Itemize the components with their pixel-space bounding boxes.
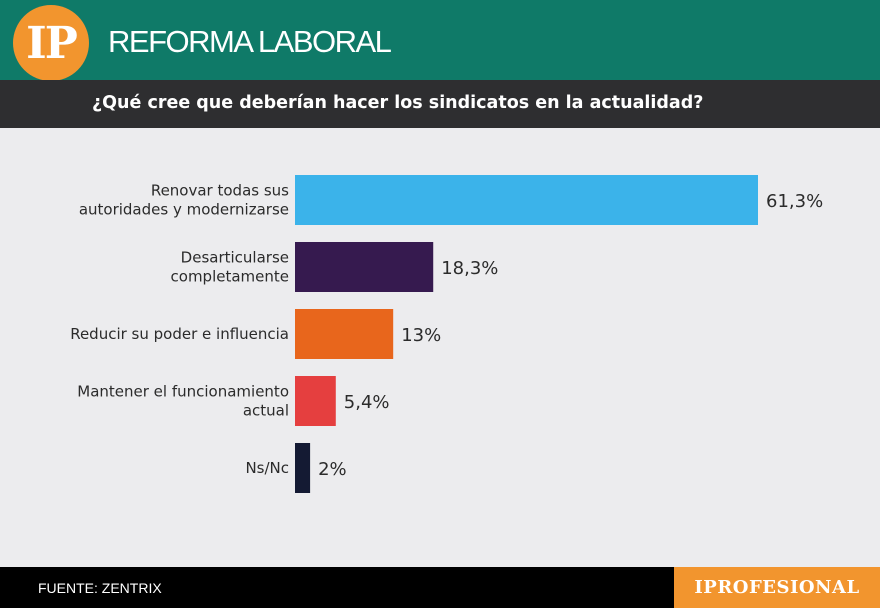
category-label-2-line-2: completamente [171,268,289,286]
header-bar [0,0,880,80]
bar-2 [295,242,434,292]
category-label-4-line-2: actual [243,402,289,420]
brand-logo: IPROFESIONAL [674,567,880,608]
value-label-2: 18,3% [441,258,498,279]
category-label-4-line-1: Mantener el funcionamiento [77,383,289,401]
category-label-1-line-1: Renovar todas sus [151,182,289,200]
bar-5 [295,443,311,493]
bar-4 [295,376,336,426]
value-label-3: 13% [401,325,441,346]
ip-logo: IP [13,5,89,81]
chart-title: ¿Qué cree que deberían hacer los sindica… [92,93,704,113]
category-label-5-line-1: Ns/Nc [245,459,289,477]
bar-1 [295,175,758,225]
category-label-1-line-2: autoridades y modernizarse [79,201,289,219]
section-title: REFORMA LABORAL [108,24,392,59]
category-label-2-line-1: Desarticularse [181,249,289,267]
source-text: FUENTE: ZENTRIX [38,580,162,596]
question-band [0,80,880,128]
value-label-1: 61,3% [766,191,823,212]
value-label-4: 5,4% [344,392,390,413]
category-label-3-line-1: Reducir su poder e influencia [70,325,289,343]
bar-3 [295,309,394,359]
value-label-5: 2% [318,459,347,480]
